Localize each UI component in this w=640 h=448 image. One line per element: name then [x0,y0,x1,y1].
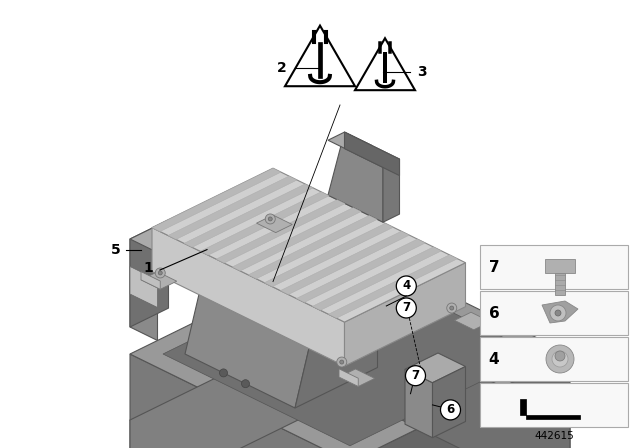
Polygon shape [141,271,160,289]
Polygon shape [232,207,361,271]
Polygon shape [339,369,375,387]
Bar [480,383,628,427]
Text: 7: 7 [402,302,410,314]
Circle shape [552,351,568,367]
Text: 442615: 442615 [534,431,574,441]
Polygon shape [130,246,570,448]
Bar [480,337,628,381]
Polygon shape [280,231,410,294]
Text: 6: 6 [446,403,454,416]
Bar [480,245,628,289]
Polygon shape [355,38,415,90]
Circle shape [241,380,250,388]
Circle shape [396,276,416,296]
Circle shape [440,400,461,420]
Circle shape [337,357,347,367]
Polygon shape [216,200,345,263]
Polygon shape [328,132,399,167]
Polygon shape [185,237,323,408]
Polygon shape [152,168,281,232]
Polygon shape [130,420,350,448]
Polygon shape [141,272,177,289]
Polygon shape [285,26,355,86]
Circle shape [156,268,165,278]
Polygon shape [200,192,329,255]
Circle shape [396,298,416,318]
Polygon shape [152,228,344,366]
Polygon shape [433,366,465,438]
Circle shape [555,351,565,361]
Circle shape [406,366,426,386]
Polygon shape [350,312,570,448]
Polygon shape [257,215,292,233]
Polygon shape [163,262,537,446]
Polygon shape [152,168,465,322]
Text: 7: 7 [412,369,420,382]
Polygon shape [130,220,196,253]
Circle shape [550,305,566,321]
Polygon shape [130,354,350,448]
Polygon shape [296,239,426,302]
Polygon shape [312,247,442,310]
Polygon shape [248,215,377,279]
Polygon shape [339,369,358,387]
Polygon shape [520,399,580,419]
Polygon shape [328,132,383,222]
Text: 3: 3 [417,65,427,79]
Text: 1: 1 [143,261,153,275]
Polygon shape [350,420,570,448]
Bar [555,273,565,295]
Circle shape [158,271,163,275]
Polygon shape [542,301,578,323]
Polygon shape [328,255,458,318]
Text: 4: 4 [402,280,410,293]
Bar [480,291,628,335]
Circle shape [447,303,457,313]
Bar [545,259,575,273]
Polygon shape [130,395,570,448]
Polygon shape [454,312,490,330]
Circle shape [546,345,574,373]
Polygon shape [130,312,350,448]
Text: 5: 5 [111,243,121,257]
Circle shape [265,214,275,224]
Polygon shape [168,176,297,239]
Circle shape [340,360,344,364]
Polygon shape [130,267,157,307]
Polygon shape [212,210,378,290]
Circle shape [268,217,272,221]
Polygon shape [405,353,465,383]
Polygon shape [130,220,168,327]
Text: 2: 2 [277,61,287,75]
Circle shape [450,306,454,310]
Text: 6: 6 [488,306,499,320]
Polygon shape [405,369,433,438]
Polygon shape [344,263,465,366]
Polygon shape [184,184,313,247]
Polygon shape [130,239,157,340]
Polygon shape [264,223,394,287]
Polygon shape [344,132,399,176]
Polygon shape [295,263,378,408]
Circle shape [220,369,227,377]
Text: 7: 7 [489,259,499,275]
Polygon shape [383,159,399,222]
Polygon shape [350,354,570,448]
Circle shape [555,310,561,316]
Text: 4: 4 [489,352,499,366]
